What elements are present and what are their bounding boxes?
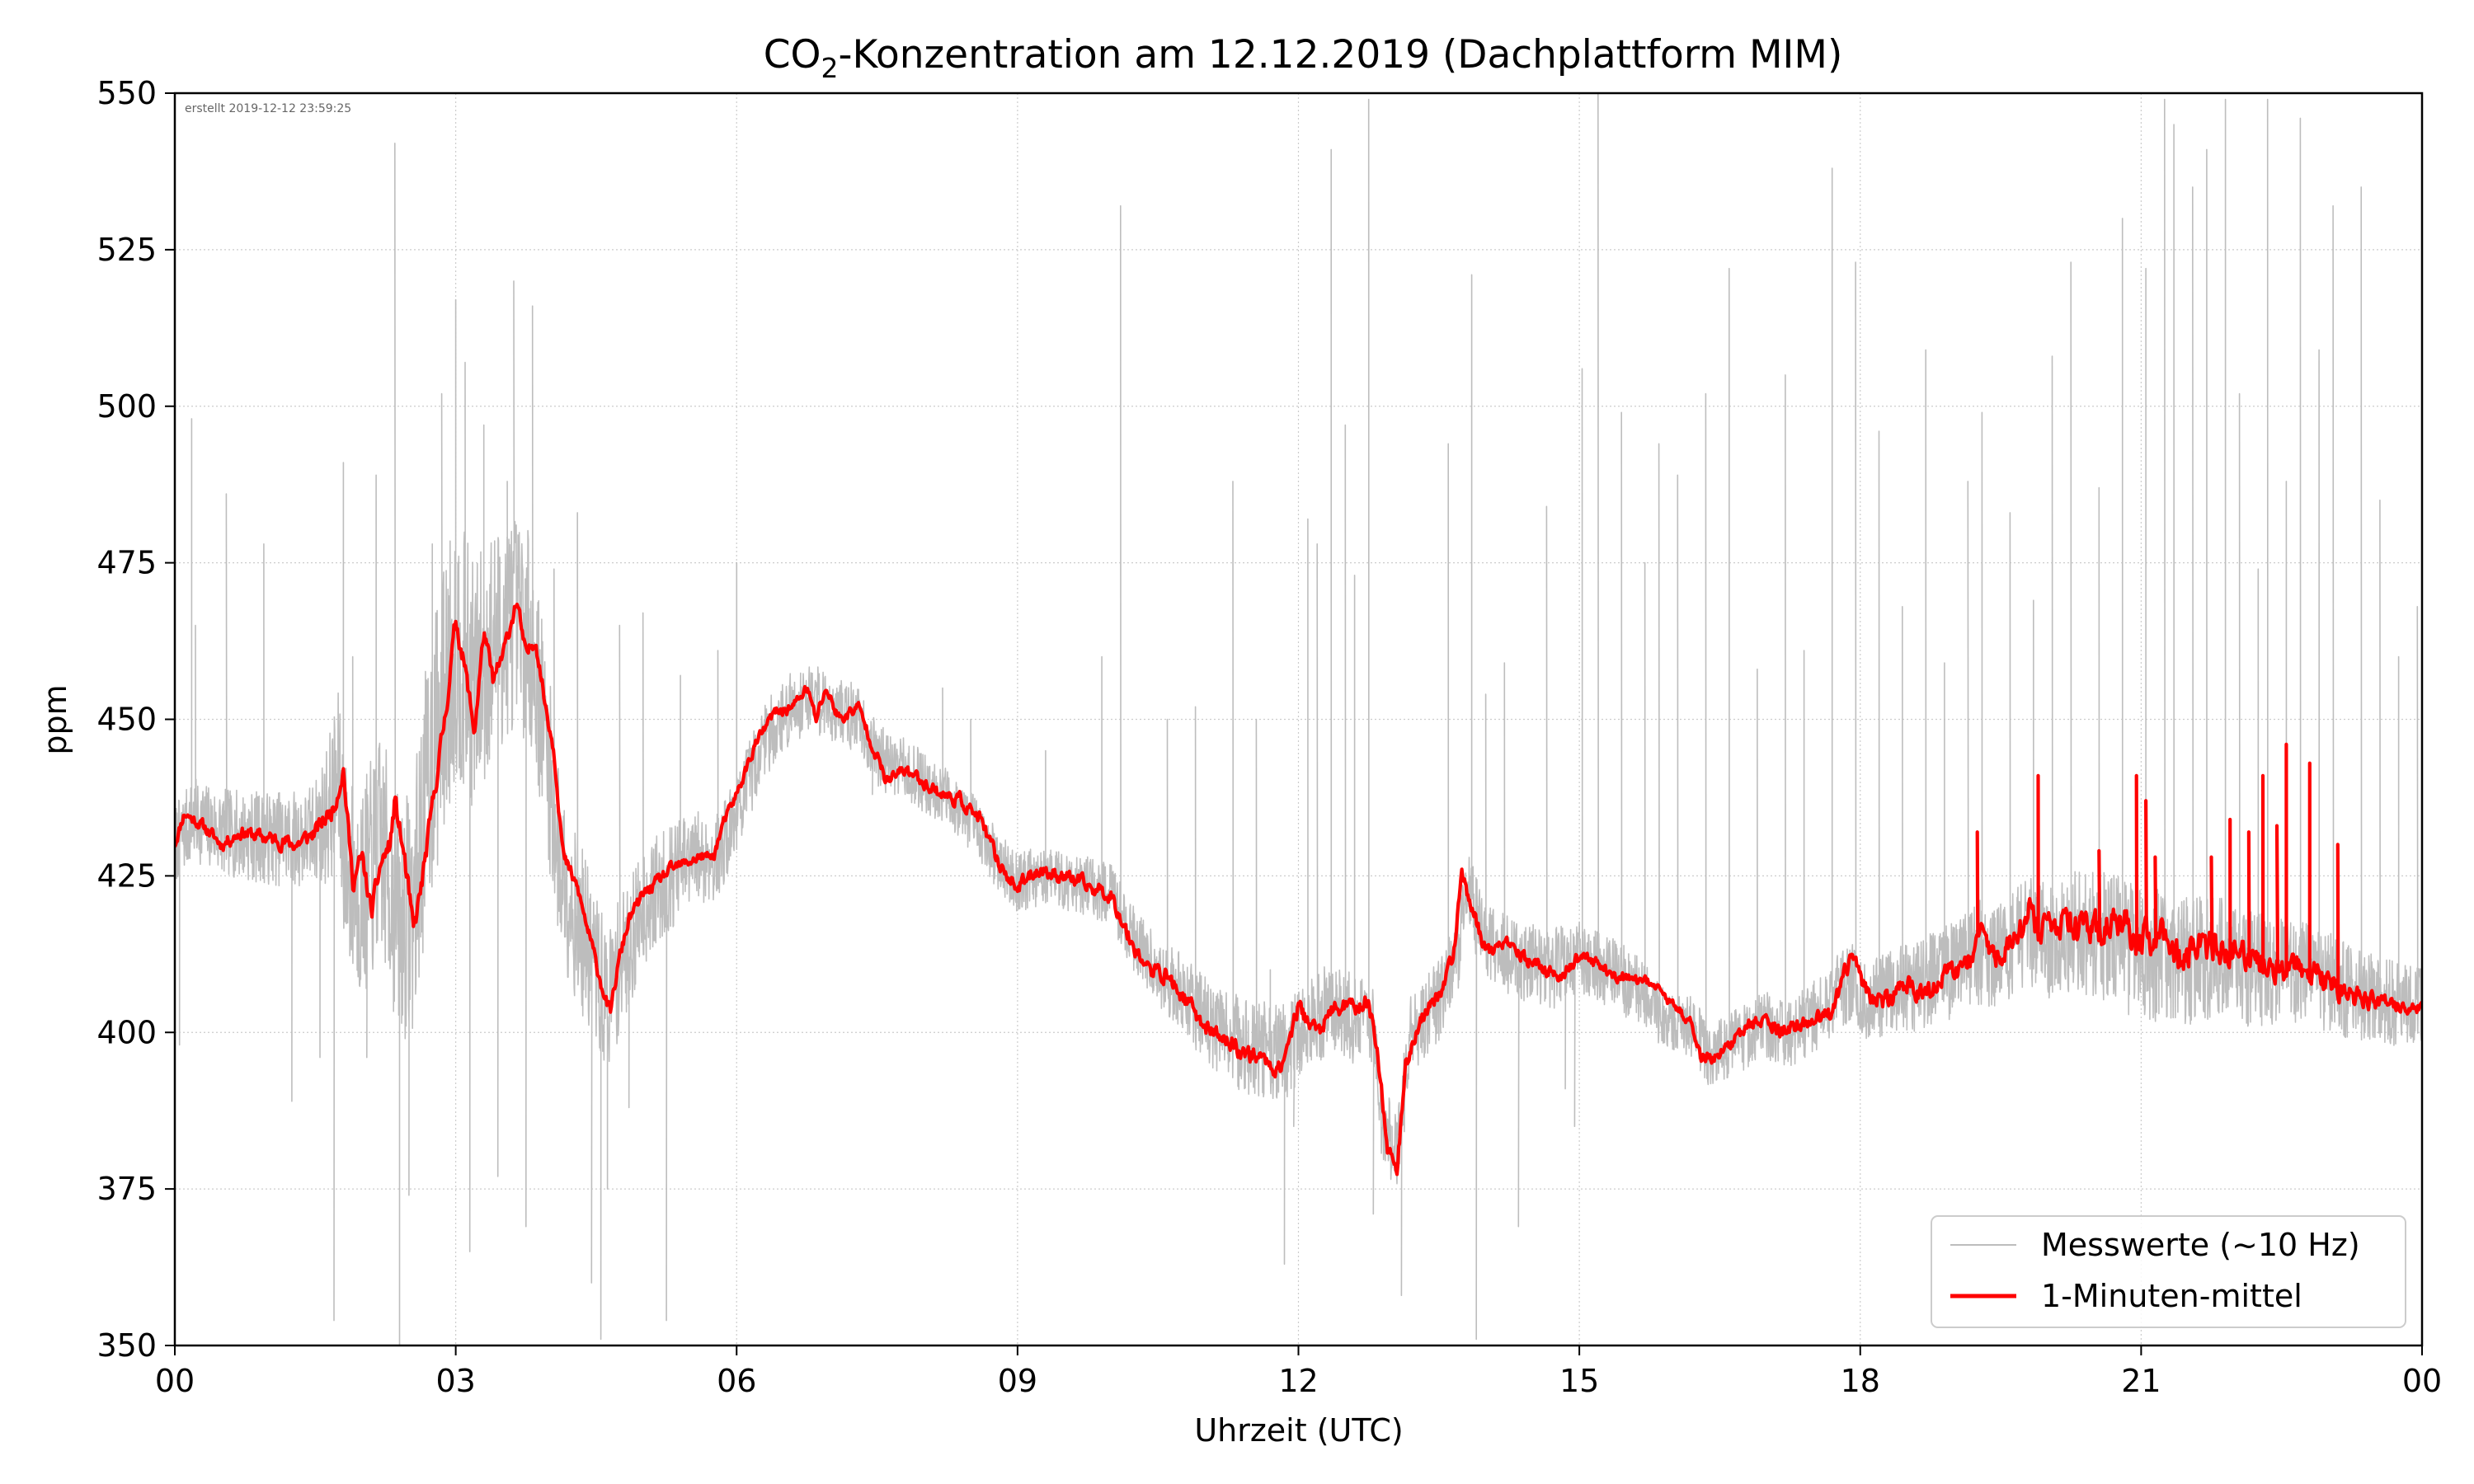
y-tick-label: 525 — [96, 232, 157, 268]
x-tick-label: 06 — [717, 1363, 756, 1399]
created-note: erstellt 2019-12-12 23:59:25 — [185, 102, 351, 115]
y-tick-label: 425 — [96, 857, 157, 894]
x-tick-label: 12 — [1278, 1363, 1318, 1399]
y-axis: 350 375 400 425 450 475 500 525 550 — [96, 75, 175, 1364]
x-tick-label: 03 — [435, 1363, 475, 1399]
x-axis-label: Uhrzeit (UTC) — [1194, 1412, 1403, 1449]
series-layer — [175, 93, 2422, 1345]
x-axis: 00 03 06 09 12 15 18 21 00 — [155, 1345, 2442, 1399]
y-tick-label: 400 — [96, 1014, 157, 1050]
x-tick-label: 21 — [2121, 1363, 2161, 1399]
y-tick-label: 500 — [96, 388, 157, 425]
x-tick-label: 00 — [155, 1363, 195, 1399]
series-mean-line — [175, 602, 2422, 1176]
x-tick-label: 18 — [1841, 1363, 1880, 1399]
legend-box — [1931, 1215, 2406, 1328]
y-tick-label: 450 — [96, 702, 157, 738]
x-tick-label: 09 — [998, 1363, 1037, 1399]
x-tick-label: 15 — [1559, 1363, 1599, 1399]
y-tick-label: 550 — [96, 75, 157, 111]
x-tick-label: 00 — [2402, 1363, 2442, 1399]
y-tick-label: 350 — [96, 1327, 157, 1364]
legend: Messwerte (~10 Hz) 1-Minuten-mittel — [1931, 1215, 2406, 1328]
legend-label-raw: Messwerte (~10 Hz) — [2041, 1227, 2360, 1263]
y-tick-label: 475 — [96, 545, 157, 581]
chart-title: CO2-Konzentration am 12.12.2019 (Dachpla… — [764, 32, 1843, 84]
legend-label-mean: 1-Minuten-mittel — [2041, 1278, 2302, 1314]
y-tick-label: 375 — [96, 1171, 157, 1207]
y-axis-label: ppm — [37, 684, 73, 754]
